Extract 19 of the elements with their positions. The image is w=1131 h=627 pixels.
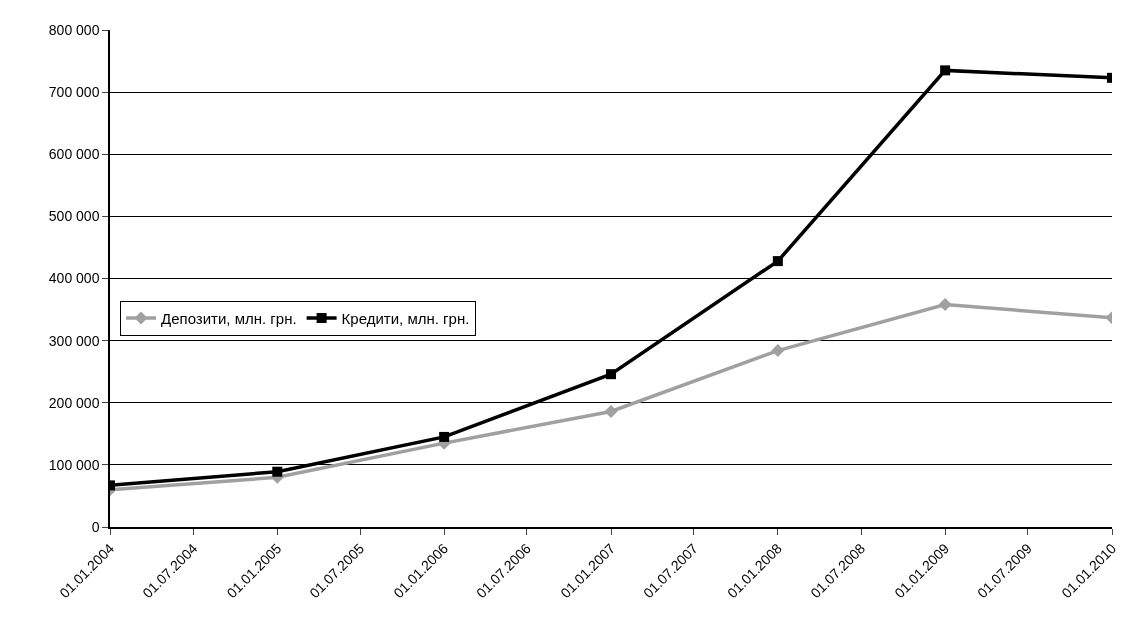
point xyxy=(940,65,951,76)
point xyxy=(938,298,952,312)
y-tick-label: 200 000 xyxy=(48,394,100,411)
point xyxy=(604,404,618,418)
legend-label: Депозити, млн. грн. xyxy=(161,309,297,327)
point xyxy=(772,256,783,267)
y-tick-label: 500 000 xyxy=(48,208,100,225)
y-tick-label: 100 000 xyxy=(48,456,100,473)
y-tick-label: 300 000 xyxy=(48,332,100,349)
point xyxy=(771,344,785,358)
legend-label: Кредити, млн. грн. xyxy=(341,309,470,327)
point xyxy=(439,431,450,442)
y-tick-label: 800 000 xyxy=(48,21,100,38)
y-tick-label: 0 xyxy=(91,518,100,535)
y-tick-label: 400 000 xyxy=(48,270,100,287)
y-tick-label: 600 000 xyxy=(48,146,100,163)
point xyxy=(272,466,283,477)
point xyxy=(606,369,616,380)
y-tick-label: 700 000 xyxy=(48,84,100,101)
